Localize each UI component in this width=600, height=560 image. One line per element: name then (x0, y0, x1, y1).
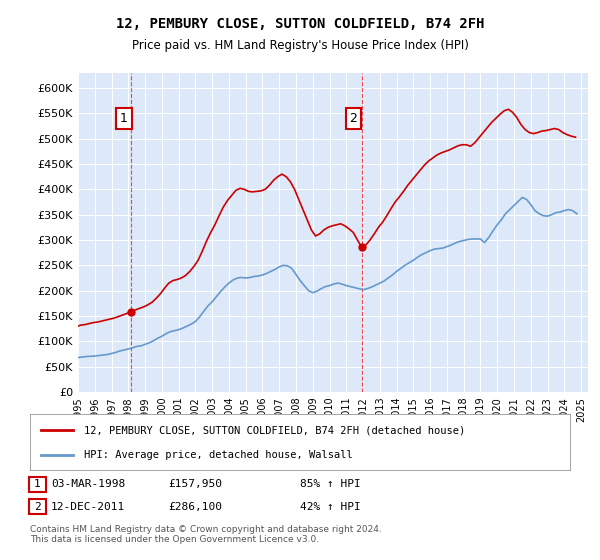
Text: 2: 2 (34, 502, 41, 512)
Text: Price paid vs. HM Land Registry's House Price Index (HPI): Price paid vs. HM Land Registry's House … (131, 39, 469, 52)
Text: 12, PEMBURY CLOSE, SUTTON COLDFIELD, B74 2FH (detached house): 12, PEMBURY CLOSE, SUTTON COLDFIELD, B74… (84, 425, 465, 435)
Text: 1: 1 (34, 479, 41, 489)
Text: Contains HM Land Registry data © Crown copyright and database right 2024.
This d: Contains HM Land Registry data © Crown c… (30, 525, 382, 544)
Text: 2: 2 (349, 112, 357, 125)
Text: £157,950: £157,950 (168, 479, 222, 489)
Text: 12-DEC-2011: 12-DEC-2011 (51, 502, 125, 512)
Text: 1: 1 (120, 112, 128, 125)
Text: HPI: Average price, detached house, Walsall: HPI: Average price, detached house, Wals… (84, 450, 353, 460)
Text: 85% ↑ HPI: 85% ↑ HPI (300, 479, 361, 489)
Text: 12, PEMBURY CLOSE, SUTTON COLDFIELD, B74 2FH: 12, PEMBURY CLOSE, SUTTON COLDFIELD, B74… (116, 17, 484, 31)
Text: 42% ↑ HPI: 42% ↑ HPI (300, 502, 361, 512)
Text: 03-MAR-1998: 03-MAR-1998 (51, 479, 125, 489)
Text: £286,100: £286,100 (168, 502, 222, 512)
